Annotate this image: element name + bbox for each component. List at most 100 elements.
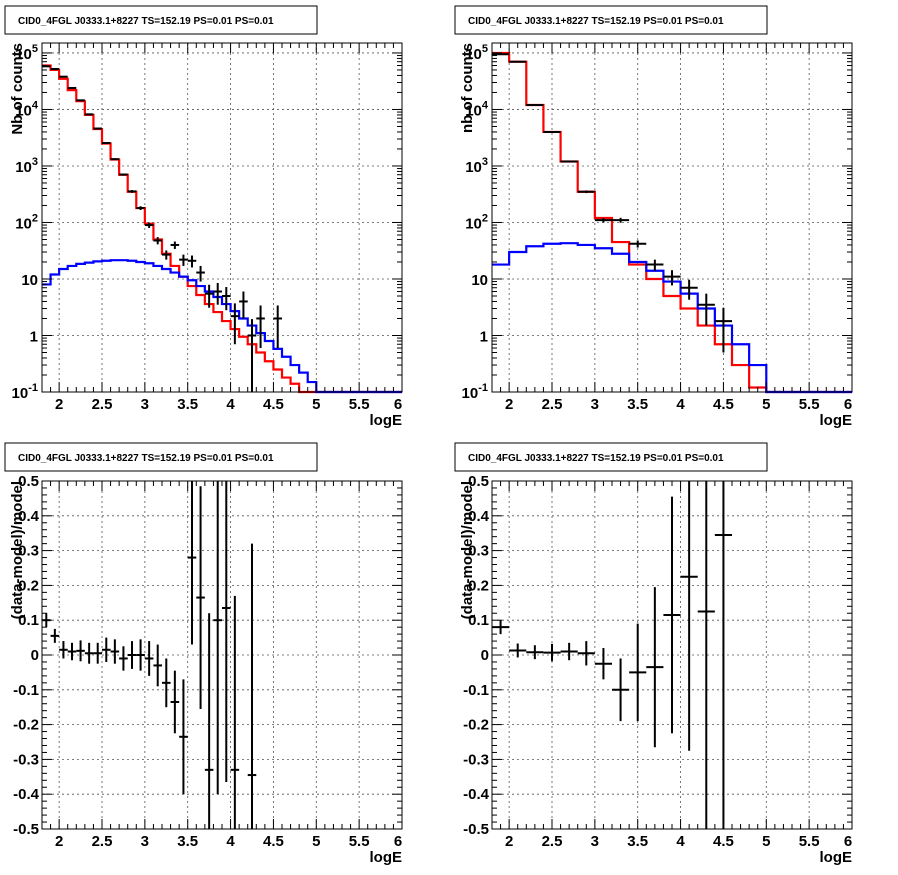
data-point [594, 648, 612, 680]
y-axis: -0.5 -0.4 -0.3 -0.2 -0.1 0 0.1 0.2 0.3 0.4 0.5(dat… [459, 473, 852, 838]
plot-frame [491, 42, 853, 393]
data-point [144, 222, 154, 228]
data-point [153, 644, 162, 687]
data-point [629, 240, 647, 248]
x-tick-label: 4.5 [713, 833, 734, 850]
y-tick-label: 104 [15, 99, 39, 119]
x-tick-label: 2.5 [542, 396, 563, 413]
data-point [76, 99, 85, 102]
y-tick-label: 10-1 [12, 382, 38, 402]
x-tick-label: 4.5 [263, 833, 284, 850]
x-axis-label: logE [370, 849, 403, 866]
x-tick-label: 3 [591, 396, 599, 413]
data-point [187, 481, 197, 645]
x-tick-label: 6 [394, 833, 402, 850]
data-point [230, 595, 240, 829]
data-point [629, 623, 647, 722]
data-point [76, 640, 85, 662]
y-axis: -0.5 -0.4 -0.3 -0.2 -0.1 0 0.1 0.2 0.3 0.4 0.5(dat… [9, 473, 402, 838]
data-point [110, 639, 120, 664]
data-point [204, 284, 214, 308]
data-point [67, 642, 77, 661]
x-tick-label: 3.5 [627, 396, 648, 413]
x-tick-label: 2 [505, 833, 513, 850]
data-points [492, 53, 732, 353]
data-point [196, 486, 205, 709]
y-tick-label: -0.4 [13, 786, 40, 803]
data-point [543, 130, 561, 133]
data-point [110, 158, 120, 161]
data-point [179, 254, 188, 266]
x-tick-label: 3.5 [177, 833, 198, 850]
data-point [273, 305, 282, 349]
y-tick-label: -0.2 [463, 717, 489, 734]
data-point [697, 481, 715, 829]
x-tick-label: 5.5 [349, 396, 370, 413]
data-point [612, 658, 630, 722]
y-tick-label: 0 [481, 647, 489, 664]
y-tick-label: 10-1 [462, 382, 488, 402]
y-tick-label: 105 [465, 43, 488, 63]
data-point [577, 190, 595, 194]
x-tick-label: 2.5 [92, 833, 113, 850]
data-points [42, 481, 257, 829]
chart-panel-4: 2 2.5 3 3.5 4 4.5 5 5.5 6logE-0.5-0.4-0.3-0.2-0.… [454, 442, 853, 866]
y-tick-label: 1 [30, 328, 38, 345]
x-tick-label: 4 [676, 396, 685, 413]
data-point [144, 641, 154, 676]
title-box [454, 442, 768, 472]
x-tick-label: 5.5 [799, 396, 820, 413]
data-point [646, 259, 664, 271]
title-box [4, 442, 318, 472]
x-tick-label: 3 [591, 833, 599, 850]
x-tick-label: 3.5 [177, 396, 198, 413]
y-tick-label: -0.5 [13, 821, 39, 838]
x-tick-label: 5 [762, 396, 770, 413]
y-tick-label: 10 [471, 272, 488, 289]
data-point [230, 303, 240, 345]
x-tick-label: 2 [55, 833, 63, 850]
x-tick-label: 5 [762, 833, 770, 850]
data-point [170, 670, 180, 734]
y-tick-label: 0.4 [18, 508, 40, 525]
chart-title: CID0_4FGL J0333.1+8227 TS=152.19 PS=0.01… [454, 442, 768, 472]
y-tick-label: 0.3 [18, 543, 39, 560]
chart-title: CID0_4FGL J0333.1+8227 TS=152.19 PS=0.01… [4, 5, 318, 35]
data-point [697, 293, 715, 326]
x-tick-label: 6 [394, 396, 402, 413]
data-point [102, 637, 111, 662]
title-text: CID0_4FGL J0333.1+8227 TS=152.19 PS=0.01… [18, 16, 274, 27]
data-point [170, 241, 180, 249]
x-tick-label: 5 [312, 833, 320, 850]
x-tick-label: 6 [844, 833, 852, 850]
data-point [50, 628, 60, 643]
y-tick-label: 0.5 [18, 473, 39, 490]
data-point [127, 190, 137, 193]
data-point [222, 481, 231, 783]
data-point [646, 587, 664, 748]
x-tick-label: 2.5 [542, 833, 563, 850]
x-tick-label: 4.5 [263, 396, 284, 413]
y-tick-label: 10 [21, 272, 38, 289]
x-tick-label: 4 [676, 833, 685, 850]
data-point [594, 218, 612, 223]
data-point [213, 481, 222, 795]
grid-lines [492, 43, 852, 392]
y-tick-label: -0.1 [13, 682, 39, 699]
y-tick-label: -0.3 [13, 751, 39, 768]
y-tick-label: -0.3 [463, 751, 489, 768]
x-tick-label: 3 [141, 833, 149, 850]
data-points [492, 481, 732, 829]
grid-lines [42, 43, 402, 392]
y-tick-label: -0.5 [463, 821, 489, 838]
y-tick-label: 1 [480, 328, 488, 345]
data-point [577, 641, 595, 666]
y-axis-label: nb of counts [459, 43, 476, 133]
data-point [612, 217, 630, 223]
title-text: CID0_4FGL J0333.1+8227 TS=152.19 PS=0.01… [468, 16, 724, 27]
x-axis-label: logE [820, 849, 853, 866]
data-point [136, 206, 145, 211]
